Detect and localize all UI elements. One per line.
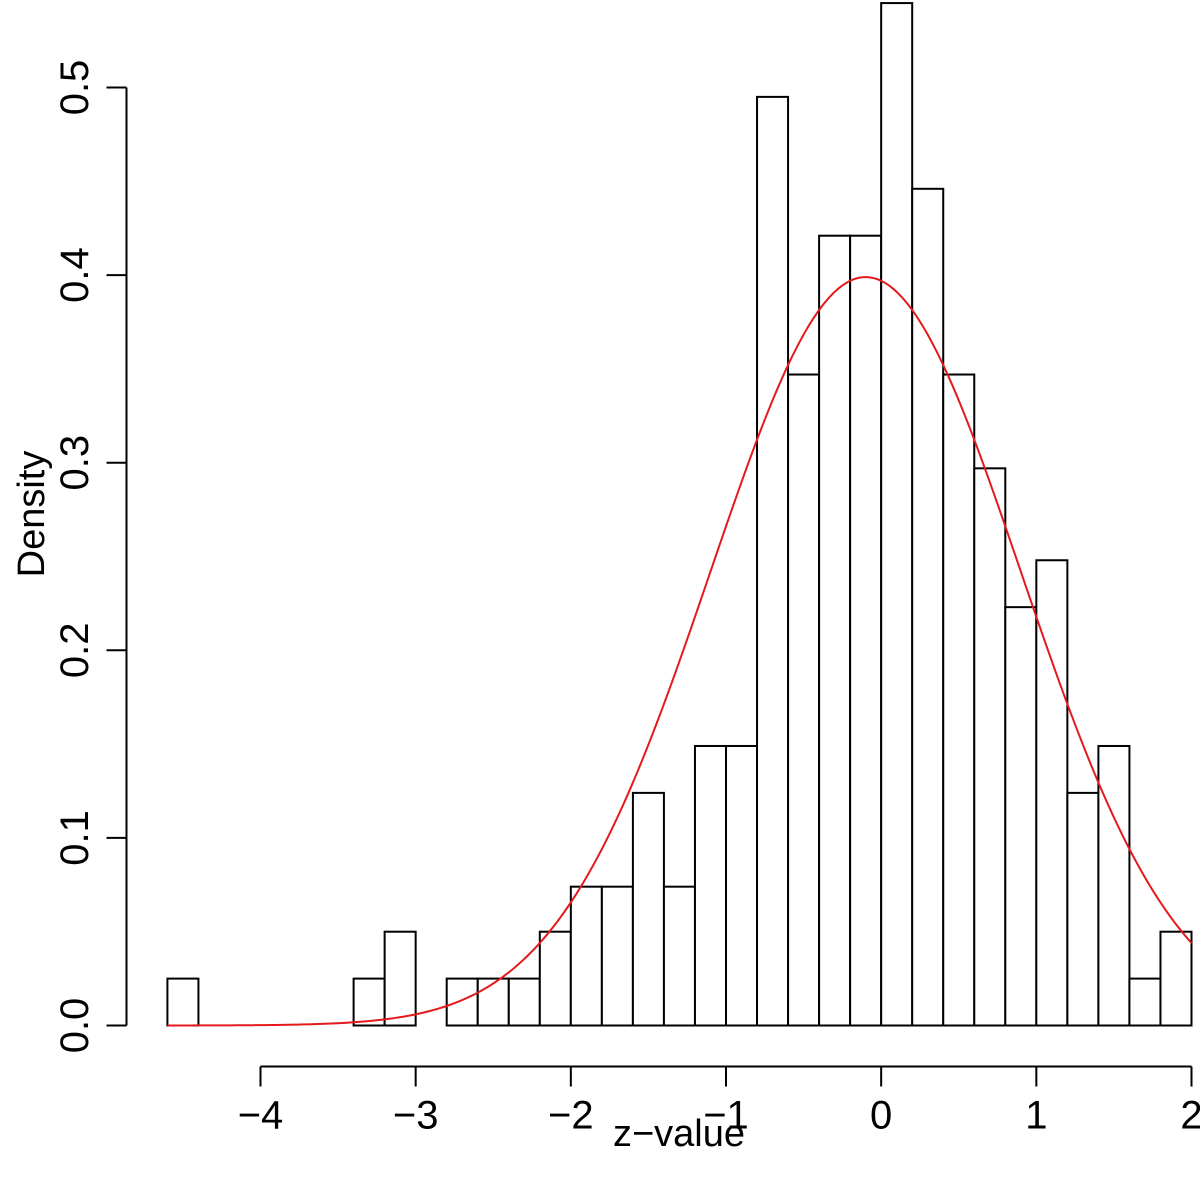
y-tick-label: 0.3 [53, 435, 97, 491]
x-tick-label: 2 [1180, 1094, 1200, 1138]
histogram-bar [1066, 791, 1100, 1027]
histogram-bar [787, 373, 821, 1027]
histogram-bar [693, 744, 727, 1027]
histogram-bars [166, 2, 1193, 1027]
y-axis: 0.0 0.1 0.2 0.3 0.4 0.5 [53, 60, 128, 1054]
histogram-bar [631, 791, 665, 1027]
histogram-bar [1004, 606, 1038, 1027]
x-tick-label: −3 [393, 1094, 439, 1138]
histogram-bar [662, 885, 696, 1027]
histogram-bar [1097, 744, 1131, 1027]
histogram-bar [942, 373, 976, 1027]
x-tick-label: −2 [548, 1094, 594, 1138]
histogram-bar [538, 930, 572, 1027]
x-tick-label: −1 [703, 1094, 749, 1138]
histogram-bar [818, 234, 852, 1027]
histogram-bar [383, 930, 417, 1027]
histogram-bar [725, 744, 759, 1027]
y-axis-title: Density [11, 451, 53, 578]
histogram-bar [476, 977, 510, 1027]
histogram-bar [569, 885, 603, 1027]
histogram-bar [507, 977, 541, 1027]
histogram-bar [1128, 977, 1162, 1027]
y-tick-label: 0.0 [53, 998, 97, 1054]
y-tick-label: 0.2 [53, 622, 97, 678]
y-tick-label: 0.4 [53, 247, 97, 303]
histogram-bar [880, 2, 914, 1027]
y-tick-label: 0.5 [53, 60, 97, 116]
y-tick-label: 0.1 [53, 810, 97, 866]
histogram-bar [445, 977, 479, 1027]
histogram-bar [911, 187, 945, 1027]
histogram-bar [352, 977, 386, 1027]
histogram-bar [600, 885, 634, 1027]
histogram-bar [973, 467, 1007, 1027]
x-tick-label: −4 [238, 1094, 284, 1138]
histogram-bar [1035, 559, 1069, 1027]
histogram-bar [849, 234, 883, 1027]
histogram-bar [1159, 930, 1193, 1027]
x-axis: −4 −3 −2 −1 0 1 2 [238, 1065, 1200, 1138]
normal-density-curve [167, 276, 1193, 1027]
histogram-bar [166, 977, 200, 1027]
x-axis-title: z−value [613, 1113, 745, 1155]
x-tick-label: 1 [1025, 1094, 1047, 1138]
x-tick-label: 0 [870, 1094, 892, 1138]
histogram-bar [756, 95, 790, 1027]
